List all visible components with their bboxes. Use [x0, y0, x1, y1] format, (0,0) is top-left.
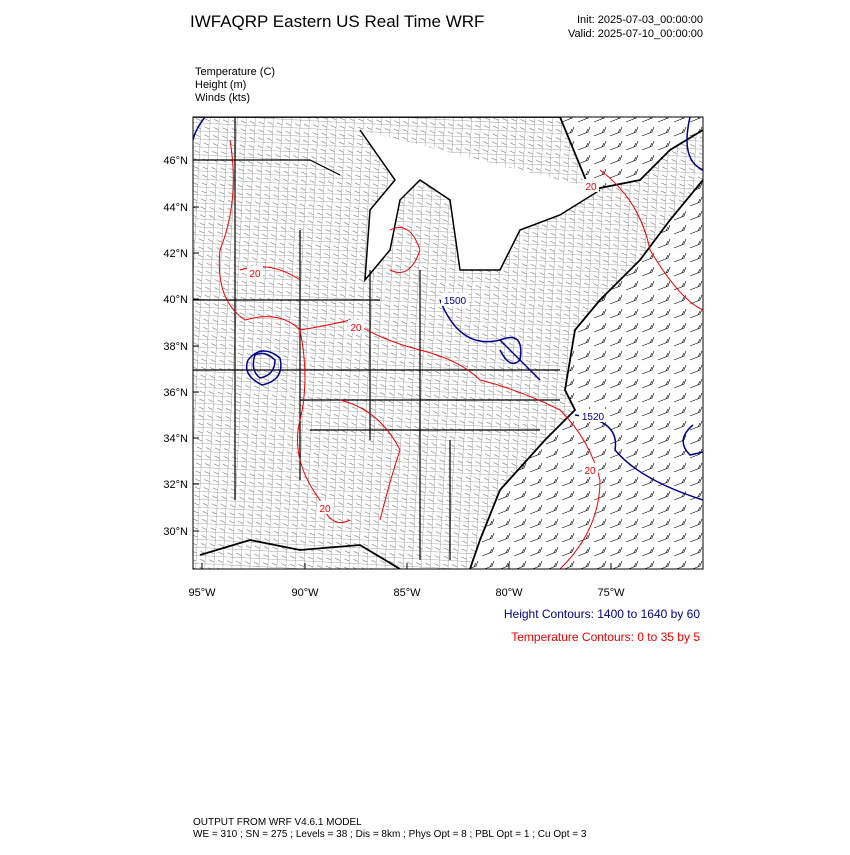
- field-label: Temperature (C): [195, 66, 275, 78]
- lat-label: 44°N: [163, 202, 188, 214]
- height-contours: [193, 117, 703, 501]
- temperature-contour-label: 20: [350, 323, 362, 334]
- contour-labels: 1500 1520 20 20 20 20 20: [247, 179, 607, 515]
- temperature-contour-label: 20: [249, 269, 261, 280]
- state-borders: [193, 117, 560, 560]
- lon-label: 85°W: [393, 587, 421, 599]
- temperature-label-box: [582, 463, 598, 476]
- temperature-label-box: [317, 501, 333, 514]
- map-frame: [192, 116, 704, 570]
- field-label: Winds (kts): [195, 92, 250, 104]
- lat-label: 46°N: [163, 155, 188, 167]
- temperature-contours: [218, 139, 703, 569]
- axes: 46°N 44°N 42°N 40°N 38°N 36°N 34°N 32°N 30°N 95°W…: [163, 155, 625, 599]
- field-label: Height (m): [195, 79, 246, 91]
- init-time: Init: 2025-07-03_00:00:00: [577, 14, 703, 26]
- lon-label: 95°W: [188, 587, 216, 599]
- lat-label: 36°N: [163, 387, 188, 399]
- lat-label: 42°N: [163, 248, 188, 260]
- county-lines: [193, 117, 703, 569]
- height-label-box: [579, 409, 607, 422]
- temperature-contour-label: 20: [584, 466, 596, 477]
- footer-line: WE = 310 ; SN = 275 ; Levels = 38 ; Dis …: [193, 829, 587, 840]
- lat-label: 40°N: [163, 294, 188, 306]
- lon-label: 80°W: [495, 587, 523, 599]
- footer-line: OUTPUT FROM WRF V4.6.1 MODEL: [193, 817, 362, 828]
- height-contour-label: 1520: [582, 412, 605, 423]
- lon-label: 75°W: [597, 587, 625, 599]
- map-body: [193, 117, 703, 569]
- temperature-contour-label: 20: [585, 182, 597, 193]
- temperature-legend: Temperature Contours: 0 to 35 by 5: [511, 630, 700, 644]
- lat-label: 38°N: [163, 341, 188, 353]
- valid-time: Valid: 2025-07-10_00:00:00: [568, 28, 703, 40]
- height-label-box: [441, 293, 469, 306]
- lat-label: 34°N: [163, 433, 188, 445]
- title: IWFAQRP Eastern US Real Time WRF: [190, 12, 484, 31]
- temperature-label-box: [247, 266, 263, 279]
- coastline: [193, 117, 703, 569]
- height-legend: Height Contours: 1400 to 1640 by 60: [504, 607, 700, 621]
- height-contour-label: 1500: [444, 296, 467, 307]
- lat-label: 30°N: [163, 526, 188, 538]
- temperature-contour-label: 20: [319, 504, 331, 515]
- lat-label: 32°N: [163, 479, 188, 491]
- lon-label: 90°W: [291, 587, 319, 599]
- temperature-label-box: [583, 179, 599, 192]
- great-lakes: [359, 129, 601, 283]
- temperature-label-box: [348, 320, 364, 333]
